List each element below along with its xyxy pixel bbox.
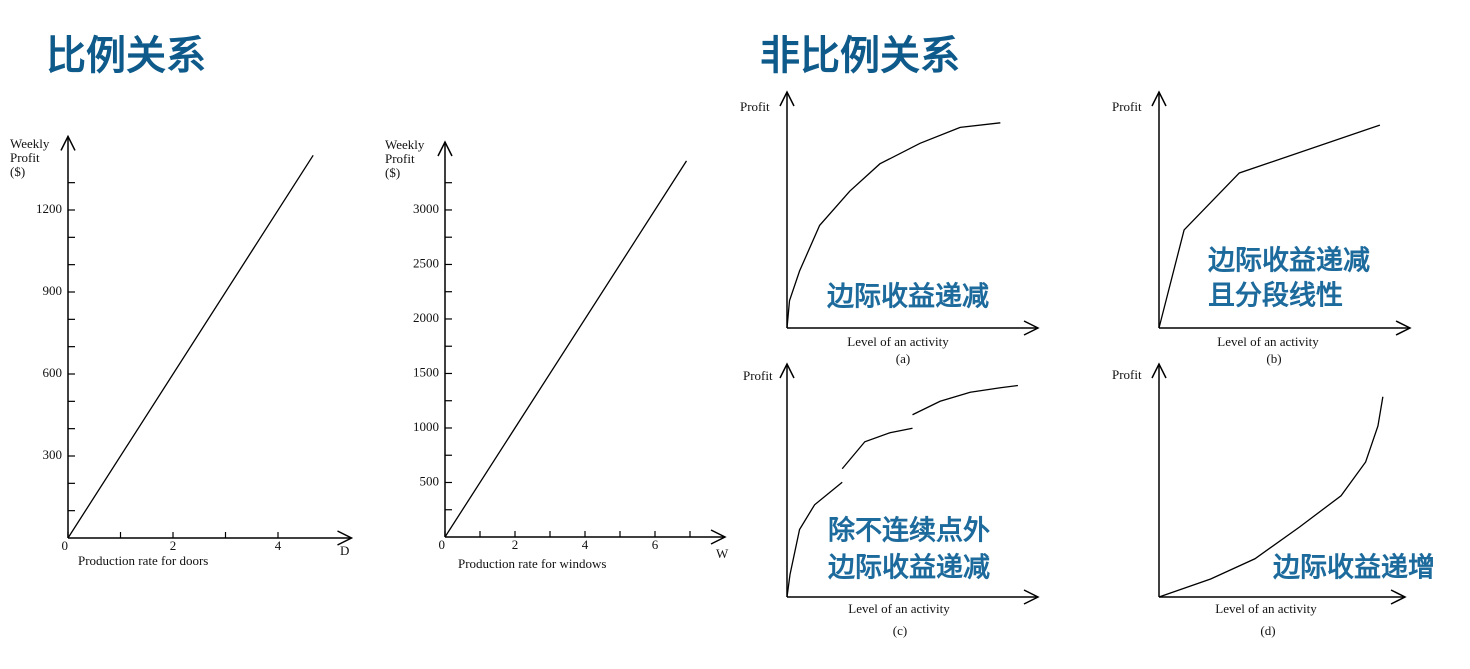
y-tick-label: 1500 [413, 364, 439, 379]
arrow [60, 134, 76, 151]
y-axis-label: ($) [10, 164, 25, 179]
arrow [437, 140, 453, 157]
arrow [1023, 320, 1040, 336]
y-axis-label: Profit [1112, 99, 1142, 114]
x-tick-label: 4 [275, 538, 282, 553]
y-axis-label: Profit [740, 99, 770, 114]
annotation: 边际收益递减 [828, 552, 990, 584]
arrow [779, 90, 795, 107]
profit-line [786, 122, 1001, 329]
caption: (d) [1260, 623, 1275, 638]
x-axis-label: Level of an activity [1217, 334, 1319, 349]
arrow [1151, 362, 1167, 379]
y-tick-label: 600 [43, 365, 63, 380]
x-tick-label: 4 [582, 537, 589, 552]
caption: (c) [893, 623, 907, 638]
y-axis-label: ($) [385, 165, 400, 180]
y-axis-label: Profit [10, 150, 40, 165]
arrow [710, 529, 727, 545]
y-axis-label: Weekly [10, 136, 50, 151]
profit-line [1158, 124, 1381, 329]
x-tick-label: 0 [439, 537, 446, 552]
y-axis-label: Profit [743, 368, 773, 383]
profit-line [444, 160, 688, 538]
annotation: 且分段线性 [1208, 281, 1343, 312]
profit-line [786, 384, 1019, 598]
x-axis-label: Level of an activity [848, 601, 950, 616]
arrow [1151, 90, 1167, 107]
y-axis-label: Profit [385, 151, 415, 166]
y-axis-label: Weekly [385, 137, 425, 152]
annotation: 边际收益递减 [827, 281, 989, 313]
y-tick-label: 300 [43, 447, 63, 462]
y-tick-label: 1200 [36, 201, 62, 216]
y-axis-label: Profit [1112, 367, 1142, 382]
profit-line [1158, 396, 1384, 598]
arrow [1023, 589, 1040, 605]
caption: (b) [1266, 351, 1281, 366]
x-axis-label: Production rate for windows [458, 556, 606, 571]
x-tick-label: 6 [652, 537, 659, 552]
x-axis-label: Level of an activity [847, 334, 949, 349]
heading: 非比例关系 [760, 33, 960, 79]
x-tick-label: 2 [512, 537, 519, 552]
y-tick-label: 2500 [413, 255, 439, 270]
arrow [1390, 589, 1407, 605]
profit-line [67, 154, 314, 539]
annotation: 除不连续点外 [828, 515, 990, 547]
annotation: 边际收益递增 [1273, 552, 1435, 584]
arrow [779, 362, 795, 379]
y-tick-label: 2000 [413, 310, 439, 325]
arrow [1395, 320, 1412, 336]
x-axis-name: D [340, 543, 349, 558]
y-tick-label: 500 [420, 473, 440, 488]
annotation: 边际收益递减 [1208, 245, 1370, 277]
y-tick-label: 1000 [413, 419, 439, 434]
x-tick-label: 2 [170, 538, 177, 553]
y-tick-label: 900 [43, 283, 63, 298]
x-tick-label: 0 [62, 538, 69, 553]
caption: (a) [896, 351, 910, 366]
x-axis-label: Production rate for doors [78, 553, 208, 568]
x-axis-label: Level of an activity [1215, 601, 1317, 616]
heading: 比例关系 [46, 33, 206, 79]
y-tick-label: 3000 [413, 201, 439, 216]
x-axis-name: W [716, 546, 729, 561]
arrow [337, 530, 354, 546]
